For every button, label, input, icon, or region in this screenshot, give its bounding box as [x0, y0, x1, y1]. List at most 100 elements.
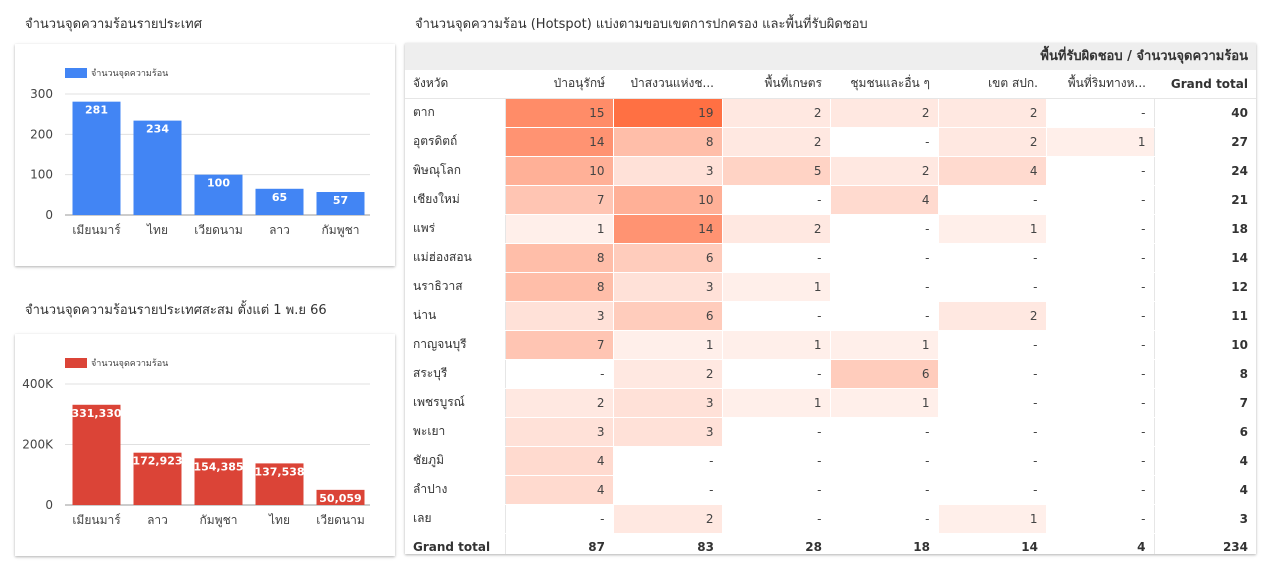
value-cell: 8 [504, 243, 613, 273]
row-total-cell: 11 [1153, 301, 1256, 331]
country-chart-legend[interactable]: จำนวนจุดความร้อน [65, 66, 168, 80]
value-cell: 6 [829, 359, 938, 389]
value-cell: 4 [829, 185, 938, 215]
value-cell: - [721, 446, 830, 476]
value-cell: 2 [721, 214, 830, 244]
table-row: น่าน 3 6- -2-11 [405, 301, 1256, 331]
bar[interactable] [194, 458, 243, 505]
column-header[interactable]: ป่าอนุรักษ์ [505, 70, 613, 99]
row-total-cell: 10 [1153, 330, 1256, 360]
province-cell: นราธิวาส [405, 272, 506, 302]
bar[interactable] [194, 174, 243, 215]
bar-data-label: 154,385 [193, 460, 243, 473]
province-cell: กาญจนบุรี [405, 330, 506, 360]
bar-data-label: 50,059 [319, 492, 361, 505]
column-header-grand-total[interactable]: Grand total [1154, 70, 1256, 99]
value-cell: 15 [504, 98, 613, 128]
country-chart-card: จำนวนจุดความร้อน 0 100 200 300 281 เมียนมาร์ 2… [15, 44, 395, 266]
bar[interactable] [133, 452, 182, 505]
bar[interactable] [133, 120, 182, 215]
cumulative-bar-chart[interactable]: 0 200K 400K 331,330 เมียนมาร์ 172,923 ลาว 154,3… [15, 334, 395, 556]
value-cell: - [937, 359, 1046, 389]
x-tick-label: เวียดนาม [194, 223, 243, 237]
value-cell: 1 [937, 504, 1046, 534]
value-cell: 3 [612, 156, 722, 186]
value-cell: - [937, 446, 1046, 476]
country-chart-title: จำนวนจุดความร้อนรายประเทศ [25, 17, 202, 32]
grand-total-cell: 28 [722, 532, 830, 554]
bar[interactable] [255, 463, 304, 505]
y-tick-label: 200K [22, 438, 54, 452]
column-header[interactable]: พื้นที่เกษตร [722, 70, 830, 99]
province-cell: อุตรดิตถ์ [405, 127, 506, 157]
table-row: พะเยา 3 3- - - -6 [405, 417, 1256, 447]
x-tick-label: เวียดนาม [316, 513, 365, 527]
value-cell: - [1045, 359, 1154, 389]
x-tick-label: ลาว [147, 513, 168, 527]
value-cell: - [937, 388, 1046, 418]
column-header[interactable]: ป่าสงวนแห่งช... [613, 70, 722, 99]
row-total-cell: 8 [1153, 359, 1256, 389]
y-tick-label: 400K [22, 377, 54, 391]
value-cell: 2 [504, 388, 613, 418]
row-total-cell: 24 [1153, 156, 1256, 186]
value-cell: 6 [612, 301, 722, 331]
value-cell: 10 [612, 185, 722, 215]
cumulative-chart-card: จำนวนจุดความร้อน 0 200K 400K 331,330 เมียนมา… [15, 334, 395, 556]
bar[interactable] [316, 192, 365, 215]
x-tick-label: ลาว [269, 223, 290, 237]
pivot-table-card: พื้นที่รับผิดชอบ / จำนวนจุดความร้อน จังห… [405, 43, 1256, 554]
pivot-table: จังหวัด ป่าอนุรักษ์ ป่าสงวนแห่งช... พื้น… [405, 70, 1256, 554]
bar[interactable] [72, 101, 121, 215]
value-cell: - [721, 475, 830, 505]
bar-data-label: 234 [146, 123, 169, 136]
province-cell: ชัยภูมิ [405, 446, 506, 476]
bar[interactable] [72, 404, 121, 505]
value-cell: 8 [504, 272, 613, 302]
value-cell: 1 [937, 214, 1046, 244]
table-row: เพชรบูรณ์ 2 3 1 1- -7 [405, 388, 1256, 418]
pivot-header-row: จังหวัด ป่าอนุรักษ์ ป่าสงวนแห่งช... พื้น… [405, 70, 1256, 99]
value-cell: - [937, 243, 1046, 273]
y-tick-label: 100 [30, 168, 53, 182]
value-cell: 1 [612, 330, 722, 360]
province-cell: เพชรบูรณ์ [405, 388, 506, 418]
column-header[interactable]: ชุมชนและอื่น ๆ [830, 70, 938, 99]
value-cell: 2 [937, 301, 1046, 331]
province-cell: เลย [405, 504, 506, 534]
row-total-cell: 4 [1153, 475, 1256, 505]
column-header[interactable]: พื้นที่ริมทางห... [1046, 70, 1154, 99]
table-row: ลำปาง 4- - - - -4 [405, 475, 1256, 505]
table-row: นราธิวาส 8 3 1- - -12 [405, 272, 1256, 302]
province-cell: ลำปาง [405, 475, 506, 505]
value-cell: - [612, 475, 722, 505]
column-header[interactable]: เขต สปก. [938, 70, 1046, 99]
bar-data-label: 65 [272, 191, 287, 204]
column-header-province[interactable]: จังหวัด [405, 70, 505, 99]
bar[interactable] [255, 188, 304, 215]
value-cell: - [1045, 156, 1154, 186]
y-tick-label: 300 [30, 87, 53, 101]
value-cell: 2 [829, 156, 938, 186]
value-cell: - [721, 359, 830, 389]
value-cell: 3 [504, 301, 613, 331]
x-tick-label: เมียนมาร์ [72, 513, 121, 527]
table-row: ตาก 15 19 2 2 2-40 [405, 98, 1256, 128]
table-row: สระบุรี -2-6- -8 [405, 359, 1256, 389]
grand-total-sum: 234 [1153, 532, 1256, 554]
row-total-cell: 14 [1153, 243, 1256, 273]
value-cell: - [937, 185, 1046, 215]
bar[interactable] [316, 489, 365, 505]
value-cell: 4 [937, 156, 1046, 186]
country-bar-chart[interactable]: 0 100 200 300 281 เมียนมาร์ 234 ไทย 100 เวียดนาม 6… [15, 44, 395, 266]
value-cell: - [721, 243, 830, 273]
value-cell: - [1045, 388, 1154, 418]
cumulative-chart-legend[interactable]: จำนวนจุดความร้อน [65, 356, 168, 370]
table-row: แม่ฮ่องสอน 8 6- - - -14 [405, 243, 1256, 273]
value-cell: - [1045, 98, 1154, 128]
province-cell: พิษณุโลก [405, 156, 506, 186]
grand-total-cell: 87 [505, 532, 613, 554]
value-cell: - [1045, 301, 1154, 331]
legend-swatch [65, 358, 87, 368]
table-row: กาญจนบุรี 7 1 1 1- -10 [405, 330, 1256, 360]
